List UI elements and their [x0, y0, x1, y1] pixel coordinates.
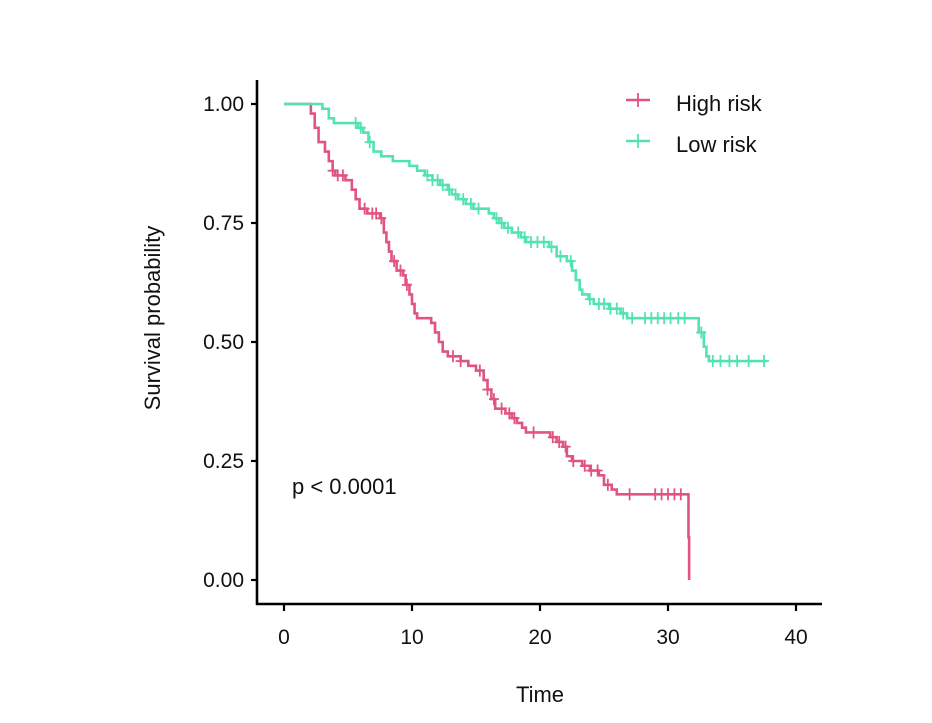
censor-mark	[432, 174, 443, 187]
censor-mark	[696, 326, 707, 339]
censor-mark	[491, 212, 502, 225]
censor-mark	[458, 193, 469, 206]
series-high-risk	[284, 102, 691, 580]
censor-mark	[584, 293, 595, 306]
censor-mark	[743, 355, 754, 368]
legend-label-low-risk: Low risk	[676, 132, 758, 157]
y-tick-label: 1.00	[203, 93, 244, 116]
censor-mark	[732, 355, 743, 368]
censor-mark	[503, 221, 513, 234]
censor-mark	[450, 188, 461, 201]
legend-item-high-risk: High risk	[626, 91, 763, 116]
censor-mark	[474, 364, 485, 377]
censor-mark	[675, 488, 686, 501]
censor-mark	[599, 297, 609, 310]
censor-mark	[513, 226, 524, 239]
censor-mark	[389, 255, 400, 268]
censor-mark	[611, 302, 622, 315]
x-tick-label: 30	[656, 626, 679, 649]
x-tick-label: 0	[278, 626, 290, 649]
censor-mark	[465, 197, 476, 210]
censor-mark	[496, 217, 507, 229]
x-tick-label: 10	[400, 626, 423, 649]
censor-mark	[568, 455, 579, 467]
censor-mark	[496, 402, 507, 415]
censor-mark	[422, 169, 433, 182]
censor-mark	[327, 164, 338, 177]
y-tick-label: 0.25	[203, 450, 244, 473]
censor-mark	[560, 440, 571, 453]
censor-mark	[401, 278, 412, 291]
x-axis-title: Time	[516, 682, 564, 707]
censor-mark	[376, 212, 387, 225]
censor-mark	[618, 307, 629, 320]
censor-mark	[579, 459, 590, 472]
legend-label-high-risk: High risk	[676, 91, 763, 116]
series-low-risk	[284, 102, 769, 368]
censor-mark	[482, 383, 493, 396]
censor-mark	[504, 407, 515, 420]
y-axis-title: Survival probability	[140, 226, 165, 411]
censor-mark	[364, 136, 375, 149]
censor-mark	[473, 202, 484, 215]
y-tick-label: 0.50	[203, 331, 244, 354]
y-tick-label: 0.00	[203, 569, 244, 592]
censor-mark	[627, 312, 638, 325]
survival-curve-high-risk	[284, 102, 691, 580]
y-tick-label: 0.75	[203, 212, 244, 235]
censor-mark	[519, 231, 530, 244]
censor-mark	[395, 264, 406, 277]
x-ticks: 0 10 20 30 40	[278, 604, 808, 649]
censor-mark	[337, 169, 348, 182]
censor-mark	[455, 355, 466, 368]
censor-mark	[350, 117, 361, 130]
y-ticks: 0.00 0.25 0.50 0.75 1.00	[203, 93, 257, 592]
censor-mark	[488, 393, 499, 406]
censor-mark	[554, 435, 565, 448]
censor-mark	[547, 431, 558, 444]
censor-mark	[355, 121, 366, 134]
censor-mark	[602, 478, 613, 491]
censor-mark	[592, 464, 603, 477]
censor-mark	[538, 236, 549, 249]
series-layer	[284, 102, 769, 580]
x-tick-label: 40	[784, 626, 807, 649]
censor-mark	[715, 355, 726, 368]
legend-item-low-risk: Low risk	[626, 132, 758, 157]
censor-mark	[444, 183, 455, 196]
p-value-annotation: p < 0.0001	[292, 474, 397, 499]
censor-mark	[528, 426, 539, 439]
censor-mark	[555, 250, 566, 263]
censor-mark	[359, 202, 370, 215]
legend: High risk Low risk	[626, 91, 763, 157]
censor-mark	[447, 350, 458, 363]
censor-mark	[509, 412, 520, 425]
censor-mark	[565, 255, 576, 268]
axes	[255, 80, 822, 606]
censor-mark	[437, 178, 448, 191]
censor-mark	[679, 312, 690, 325]
censor-mark	[546, 240, 557, 253]
censor-mark	[371, 207, 382, 220]
x-tick-label: 20	[528, 626, 551, 649]
censor-mark	[624, 488, 635, 501]
censor-mark	[759, 355, 769, 368]
